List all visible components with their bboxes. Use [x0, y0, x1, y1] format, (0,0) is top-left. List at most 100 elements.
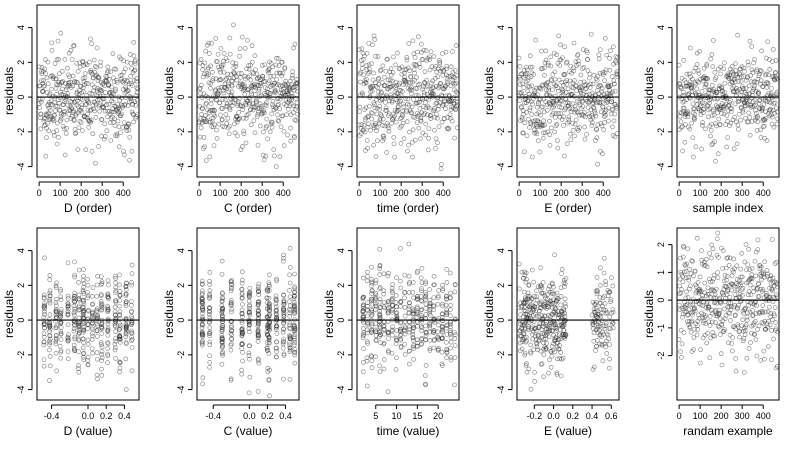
data-point — [570, 80, 576, 86]
data-point — [426, 105, 432, 111]
data-point — [452, 355, 458, 360]
data-point — [762, 135, 768, 141]
data-point — [210, 69, 215, 75]
data-point — [58, 348, 64, 353]
data-point — [682, 139, 688, 145]
data-point — [600, 104, 606, 110]
data-point — [112, 347, 118, 353]
data-point — [81, 89, 86, 95]
data-point — [377, 272, 383, 277]
data-point — [106, 76, 112, 82]
data-point — [263, 103, 269, 108]
data-point — [268, 121, 274, 127]
data-point — [266, 272, 272, 278]
data-point — [117, 309, 123, 315]
data-point — [604, 351, 610, 356]
data-point — [539, 66, 545, 71]
data-point — [763, 71, 769, 77]
data-point — [397, 333, 403, 338]
data-point — [207, 360, 213, 365]
data-point — [686, 307, 692, 312]
x-tick-label: 0.4 — [586, 411, 599, 421]
data-point — [207, 339, 213, 345]
data-point — [394, 337, 399, 343]
x-tick-label: 0.0 — [547, 411, 560, 421]
data-point — [99, 344, 105, 350]
data-point — [567, 101, 572, 106]
data-point — [242, 83, 247, 89]
data-point — [729, 63, 735, 69]
data-point — [371, 100, 377, 105]
data-point — [105, 294, 111, 299]
data-point — [572, 121, 578, 127]
data-point — [390, 70, 396, 75]
data-point — [287, 342, 293, 348]
x-axis-label: D (value) — [64, 424, 113, 438]
x-tick-label: 0.4 — [279, 411, 292, 421]
data-point — [236, 110, 241, 115]
data-point — [94, 306, 100, 312]
data-point — [704, 63, 710, 69]
data-point — [292, 135, 297, 140]
data-point — [264, 123, 269, 129]
data-point — [64, 117, 70, 123]
data-point — [709, 113, 715, 119]
data-point — [113, 345, 118, 351]
data-point — [690, 101, 696, 107]
data-point — [707, 355, 713, 361]
data-point — [200, 375, 206, 381]
data-point — [551, 104, 556, 110]
data-point — [518, 325, 524, 331]
data-point — [99, 358, 104, 363]
data-point — [281, 255, 286, 261]
data-point — [528, 386, 534, 392]
data-point — [90, 333, 95, 339]
data-point — [228, 279, 234, 285]
data-point — [703, 126, 708, 132]
data-point — [591, 106, 597, 111]
data-point — [101, 100, 107, 105]
data-point — [76, 125, 82, 131]
data-point — [448, 357, 454, 363]
data-point — [247, 374, 253, 380]
data-point — [365, 322, 371, 328]
data-point — [525, 78, 531, 83]
data-point — [219, 362, 225, 367]
data-point — [726, 263, 732, 268]
data-point — [558, 42, 563, 48]
data-point — [373, 278, 379, 283]
data-point — [613, 104, 619, 109]
data-point — [53, 300, 59, 305]
y-tick-label: 0 — [176, 318, 186, 323]
data-point — [381, 136, 387, 141]
data-point — [552, 304, 558, 310]
data-point — [594, 338, 600, 343]
data-point — [567, 106, 573, 111]
y-tick-label: -2 — [16, 128, 26, 136]
data-point — [207, 282, 213, 287]
data-point — [249, 43, 255, 49]
data-point — [702, 101, 708, 106]
data-point — [123, 387, 129, 392]
data-point — [256, 312, 261, 318]
x-tick-label: -0.2 — [527, 411, 543, 421]
data-point — [419, 41, 424, 47]
data-point — [273, 62, 279, 68]
data-point — [680, 124, 685, 129]
data-point — [97, 108, 103, 114]
data-point — [731, 146, 737, 152]
data-point — [106, 101, 112, 107]
data-point — [40, 88, 46, 94]
data-point — [410, 38, 416, 44]
data-point — [425, 147, 431, 153]
data-point — [386, 128, 392, 134]
data-point — [400, 101, 406, 107]
data-point — [265, 369, 271, 374]
data-point — [745, 102, 751, 108]
data-point — [370, 42, 375, 48]
data-point — [542, 60, 548, 66]
data-point — [268, 84, 273, 89]
data-point — [402, 295, 407, 301]
y-tick-label: 0 — [16, 318, 26, 323]
data-point — [105, 68, 111, 74]
